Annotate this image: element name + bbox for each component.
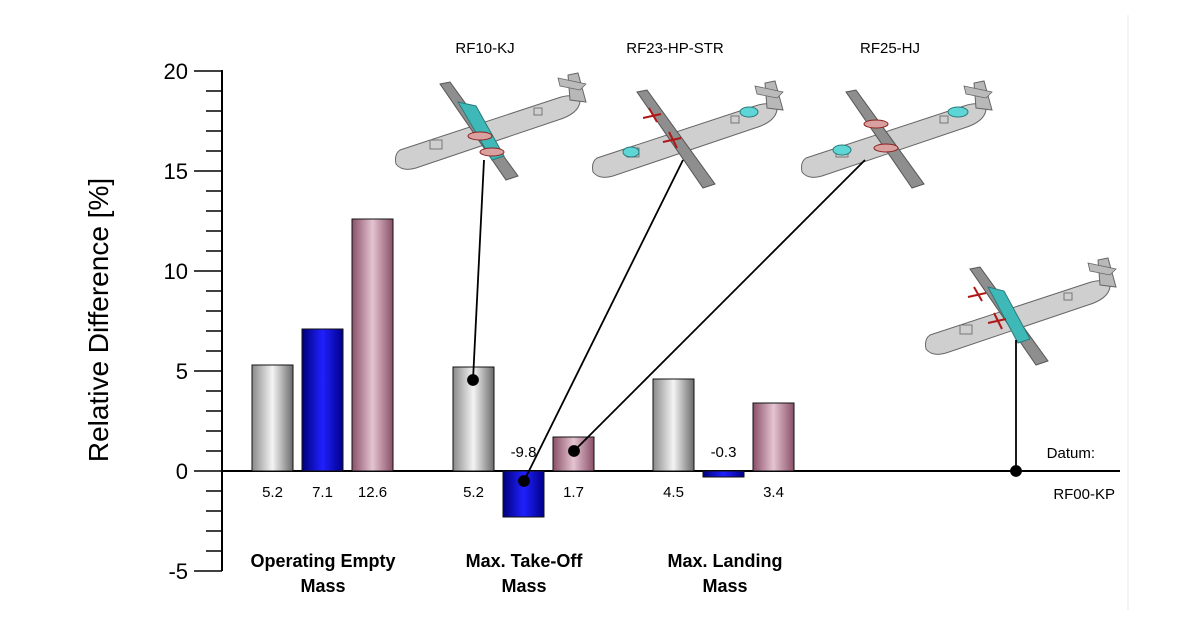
- bar: [351, 218, 394, 472]
- bar: [752, 402, 795, 472]
- category-labels: Operating Empty Mass Max. Take-Off Mass Max.…: [250, 551, 782, 596]
- datum-name: RF00-KP: [1053, 486, 1115, 503]
- leader-line-rf10-kj: [472, 159, 485, 381]
- bar-value-label: 3.4: [763, 484, 784, 501]
- bar: [702, 470, 745, 478]
- y-axis-label: Relative Difference [%]: [83, 178, 114, 462]
- y-tick-label: -5: [168, 559, 188, 584]
- bar-value-label: 5.2: [262, 484, 283, 501]
- bar-value-label: 4.5: [663, 484, 684, 501]
- value-labels: 5.2 5.2 4.5 7.1 -9.8 -0.3 12.6 1.7 3.4: [262, 444, 784, 501]
- bar-value-label: 7.1: [312, 484, 333, 501]
- y-tick-label: 5: [176, 359, 188, 384]
- bar-value-label: -0.3: [711, 444, 737, 461]
- leader-line-rf25-hj: [573, 159, 866, 452]
- y-axis-tick-labels: -5 0 5 10 15 20: [164, 59, 188, 584]
- aircraft-label-rf25-hj: RF25-HJ: [860, 40, 920, 57]
- aircraft-label-rf23-hp-str: RF23-HP-STR: [626, 40, 724, 57]
- datum-label: Datum:: [1047, 445, 1095, 462]
- category-label: Max. Landing Mass: [667, 551, 782, 596]
- y-tick-label: 20: [164, 59, 188, 84]
- leader-dot-rf10-kj: [467, 374, 479, 386]
- category-label: Operating Empty Mass: [250, 551, 395, 596]
- aircraft-rf00-kp-illustration: [925, 257, 1117, 366]
- bars: [251, 218, 795, 518]
- category-label: Max. Take-Off Mass: [466, 551, 584, 596]
- leader-line-rf23-hp-str: [523, 159, 684, 482]
- y-tick-label: 0: [176, 459, 188, 484]
- aircraft-label-rf10-kj: RF10-KJ: [455, 40, 514, 57]
- leader-dot-rf23-hp-str: [518, 475, 530, 487]
- leader-dot-rf00-kp: [1010, 465, 1022, 477]
- y-tick-label: 10: [164, 259, 188, 284]
- bar: [301, 328, 344, 472]
- bar: [652, 378, 695, 472]
- y-tick-label: 15: [164, 159, 188, 184]
- aircraft-rf23-hp-str-illustration: [592, 80, 784, 189]
- aircraft-rf25-hj-illustration: [801, 80, 993, 189]
- y-axis-ticks: [194, 70, 222, 572]
- bar-value-label: 5.2: [463, 484, 484, 501]
- bar-value-label: 12.6: [358, 484, 387, 501]
- bar-value-label: 1.7: [563, 484, 584, 501]
- bar-value-label: -9.8: [511, 444, 537, 461]
- leader-dot-rf25-hj: [568, 445, 580, 457]
- bar: [251, 364, 294, 472]
- aircraft-rf10-kj-illustration: [395, 72, 587, 181]
